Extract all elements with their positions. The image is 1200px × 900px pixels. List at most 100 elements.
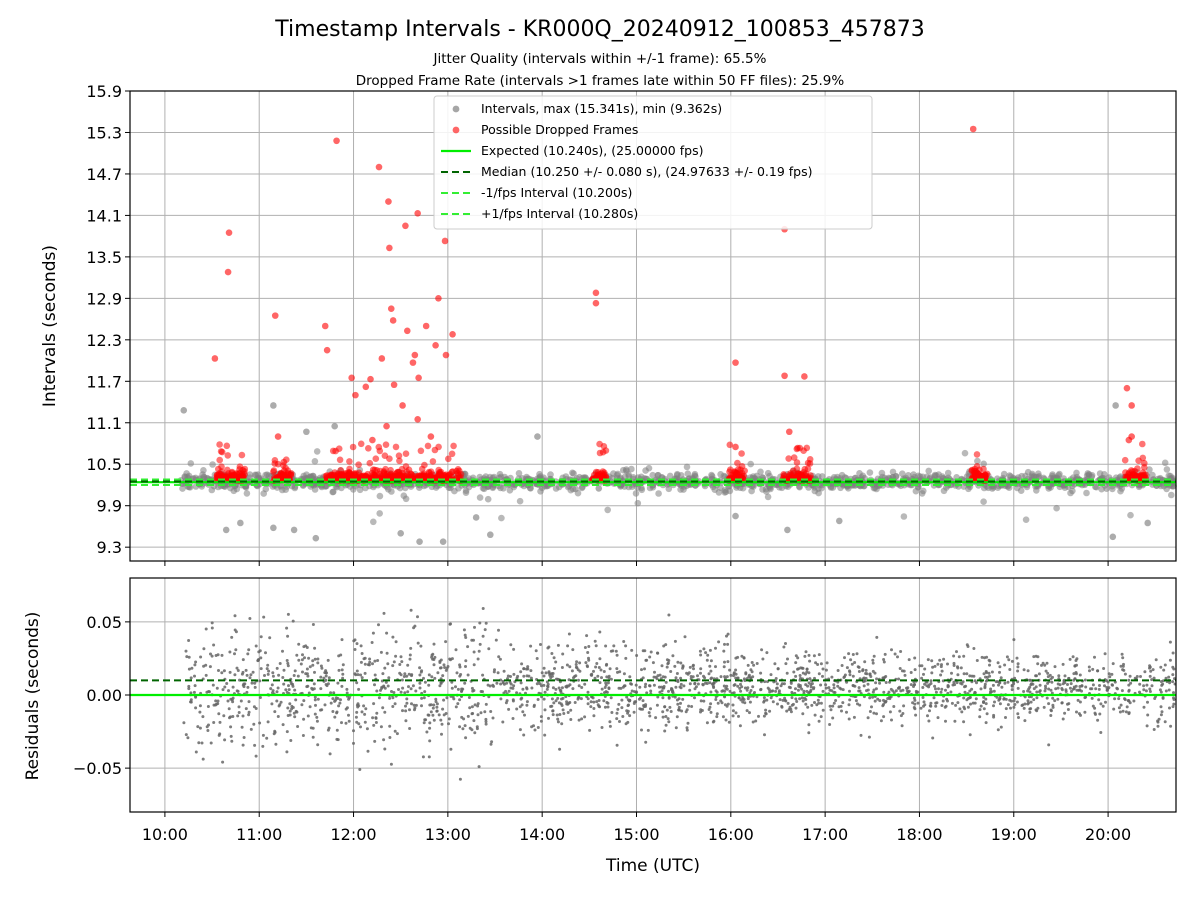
residual-point xyxy=(805,667,809,671)
interval-point xyxy=(925,467,932,475)
dropped-frame-point xyxy=(392,443,400,451)
dropped-frame-point xyxy=(382,441,390,449)
residual-point xyxy=(979,704,983,708)
residual-point xyxy=(418,681,422,685)
residual-point xyxy=(561,652,565,656)
residual-point xyxy=(376,659,380,662)
residual-point xyxy=(1031,682,1035,686)
residual-point xyxy=(593,639,597,643)
interval-outlier-point xyxy=(486,531,494,539)
residual-point xyxy=(762,714,766,718)
residual-point xyxy=(492,670,496,674)
residual-point xyxy=(832,683,836,687)
residual-point xyxy=(661,715,665,719)
residual-point xyxy=(400,678,404,682)
residual-point xyxy=(470,705,474,709)
residual-point xyxy=(249,673,253,677)
residual-point xyxy=(1042,705,1046,709)
residual-point xyxy=(892,691,896,695)
residual-point xyxy=(1121,656,1125,660)
residual-point xyxy=(383,666,387,670)
residual-point xyxy=(205,725,209,729)
residual-point xyxy=(1171,665,1175,669)
interval-point xyxy=(722,488,730,496)
legend-box xyxy=(433,95,873,230)
residual-point xyxy=(857,665,861,669)
residual-point xyxy=(554,687,558,691)
residual-point xyxy=(597,699,601,702)
residual-point xyxy=(410,673,414,677)
residual-point xyxy=(615,717,619,721)
dropped-frame-outlier-point xyxy=(414,416,421,423)
residual-point xyxy=(998,702,1002,706)
residual-point xyxy=(1122,668,1126,672)
y-tick-label: 11.7 xyxy=(86,372,122,391)
residual-point xyxy=(461,727,465,731)
residual-point xyxy=(780,704,784,708)
residual-point xyxy=(565,700,569,704)
residual-point xyxy=(401,709,404,713)
residual-point xyxy=(725,687,729,691)
residual-point xyxy=(589,705,593,709)
residual-point xyxy=(661,696,665,700)
residual-point xyxy=(556,696,560,700)
residual-point xyxy=(739,682,742,686)
residual-point xyxy=(418,673,422,677)
residual-point xyxy=(1138,682,1142,686)
residuals-points xyxy=(182,607,1177,781)
residual-point xyxy=(970,687,974,691)
residual-point xyxy=(701,682,705,686)
dropped-frame-point xyxy=(726,441,734,449)
residual-point xyxy=(209,652,212,656)
residual-point xyxy=(890,718,893,722)
residual-point xyxy=(899,714,903,718)
residual-point xyxy=(905,686,908,690)
residual-point xyxy=(394,654,398,658)
dropped-frame-point xyxy=(346,458,353,465)
residual-point xyxy=(709,710,713,714)
interval-outlier-point xyxy=(534,433,541,440)
residual-point xyxy=(1015,656,1019,660)
residual-point xyxy=(819,715,823,719)
interval-outlier-point xyxy=(270,524,277,532)
residual-point xyxy=(670,688,674,691)
interval-point xyxy=(402,495,410,503)
residual-point xyxy=(1145,683,1149,687)
interval-point xyxy=(311,486,319,493)
residual-point xyxy=(864,676,868,680)
residual-point xyxy=(902,704,906,708)
residual-point xyxy=(439,681,443,685)
residual-point xyxy=(215,686,219,690)
residual-point xyxy=(504,701,508,705)
residual-point xyxy=(711,720,715,724)
residual-point xyxy=(972,647,976,650)
residual-point xyxy=(746,663,750,667)
residual-point xyxy=(547,645,551,649)
residual-point xyxy=(340,668,344,672)
residual-point xyxy=(663,705,667,709)
residual-point xyxy=(253,681,257,685)
dropped-frame-outlier-point xyxy=(1128,402,1135,409)
residual-point xyxy=(494,638,498,642)
residual-point xyxy=(928,704,932,708)
dropped-frame-point xyxy=(332,447,339,455)
residual-point xyxy=(1040,663,1043,667)
residual-point xyxy=(687,671,691,675)
residual-point xyxy=(732,683,736,687)
residual-point xyxy=(569,708,573,712)
interval-point xyxy=(1000,470,1008,478)
residual-point xyxy=(331,710,335,713)
residual-point xyxy=(414,689,418,693)
residual-point xyxy=(464,659,468,663)
residual-point xyxy=(982,695,986,699)
residual-point xyxy=(242,682,246,686)
residual-point xyxy=(266,672,270,676)
dropped-frame-point xyxy=(224,452,232,459)
residual-point xyxy=(247,713,251,717)
dropped-frame-point xyxy=(215,465,222,473)
dropped-frame-point xyxy=(241,465,249,473)
residual-point xyxy=(222,714,226,718)
residual-point xyxy=(526,665,530,669)
residual-point xyxy=(663,729,667,733)
residual-point xyxy=(302,717,306,721)
